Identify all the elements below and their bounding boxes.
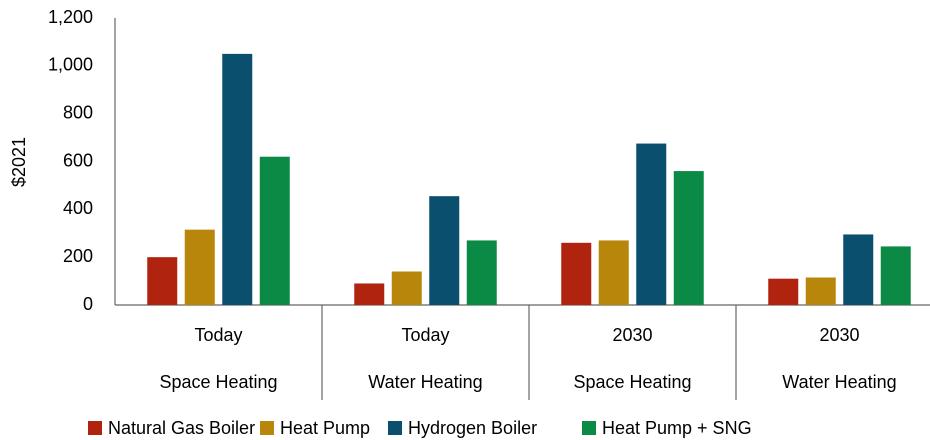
bar xyxy=(636,143,667,305)
bar xyxy=(222,53,253,305)
y-tick-label: 0 xyxy=(83,294,93,314)
legend-label: Heat Pump + SNG xyxy=(602,418,752,438)
bar xyxy=(768,278,799,305)
bar xyxy=(184,229,215,305)
bar xyxy=(259,156,290,305)
y-tick-label: 1,200 xyxy=(48,7,93,27)
legend-label: Heat Pump xyxy=(280,418,370,438)
x-tick-label: Today xyxy=(194,325,242,345)
bar xyxy=(673,171,704,305)
x-tick-label: 2030 xyxy=(612,325,652,345)
x-group-label: Space Heating xyxy=(159,372,277,392)
legend-label: Hydrogen Boiler xyxy=(408,418,537,438)
y-tick-label: 400 xyxy=(63,198,93,218)
legend-label: Natural Gas Boiler xyxy=(108,418,255,438)
bar xyxy=(429,196,460,305)
bar xyxy=(805,277,836,305)
legend-swatch xyxy=(260,421,274,435)
bar xyxy=(147,257,178,305)
bar xyxy=(391,271,422,305)
y-tick-label: 800 xyxy=(63,102,93,122)
bar xyxy=(561,242,592,305)
y-tick-label: 200 xyxy=(63,246,93,266)
legend-swatch xyxy=(88,421,102,435)
y-tick-label: 600 xyxy=(63,150,93,170)
legend-swatch xyxy=(388,421,402,435)
x-group-label: Space Heating xyxy=(573,372,691,392)
y-tick-label: 1,000 xyxy=(48,55,93,75)
bar xyxy=(880,246,911,305)
x-tick-label: Today xyxy=(401,325,449,345)
bar xyxy=(843,234,874,305)
x-tick-label: 2030 xyxy=(819,325,859,345)
bar xyxy=(354,283,385,305)
legend-swatch xyxy=(582,421,596,435)
bar xyxy=(466,240,497,305)
x-group-label: Water Heating xyxy=(368,372,482,392)
x-group-label: Water Heating xyxy=(782,372,896,392)
bar xyxy=(598,240,629,305)
y-axis-label: $2021 xyxy=(9,137,29,187)
